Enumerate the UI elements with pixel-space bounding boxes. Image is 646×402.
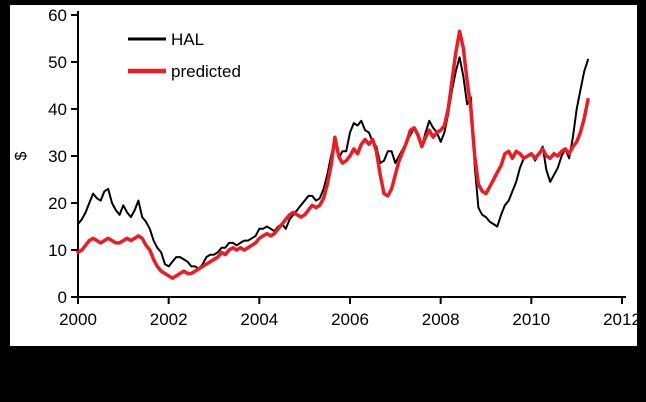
x-tick-label: 2004 — [240, 310, 278, 329]
line-chart-panel: 0 10 20 30 40 50 60 2000 2002 2004 2006 2008 2010 201… — [10, 5, 641, 346]
legend-label-HAL: HAL — [171, 30, 204, 49]
y-tick-label: 20 — [48, 194, 67, 213]
x-tick-label: 2000 — [59, 310, 97, 329]
y-tick-label: 10 — [48, 241, 67, 260]
legend-label-predicted: predicted — [171, 62, 241, 81]
y-axis-title: $ — [13, 151, 30, 160]
y-tick-label: 50 — [48, 53, 67, 72]
series-line-predicted — [76, 29, 590, 280]
x-tick-label: 2010 — [512, 310, 550, 329]
y-tick-label: 60 — [48, 6, 67, 25]
chart-canvas: 0 10 20 30 40 50 60 2000 2002 2004 2006 2008 2010 201… — [13, 6, 641, 329]
x-tick-label: 2006 — [331, 310, 369, 329]
y-tick-label: 40 — [48, 100, 67, 119]
y-tick-label: 30 — [48, 147, 67, 166]
y-tick-label: 0 — [58, 288, 67, 307]
x-tick-label: 2008 — [422, 310, 460, 329]
x-tick-label: 2012 — [603, 310, 637, 329]
x-tick-label: 2002 — [150, 310, 188, 329]
